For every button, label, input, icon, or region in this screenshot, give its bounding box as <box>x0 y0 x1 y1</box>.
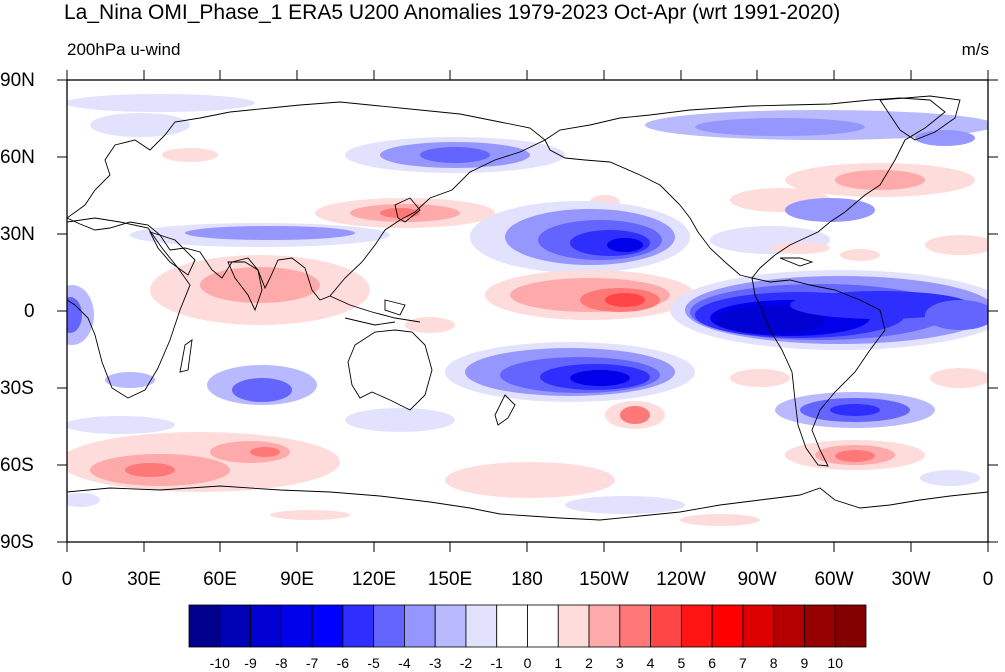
colorbar-label: 0 <box>523 655 532 671</box>
lon-label-120e: 120E <box>351 569 397 590</box>
lon-label-180: 180 <box>511 569 543 590</box>
lon-label-150w: 150W <box>579 569 629 590</box>
colorbar-swatch <box>342 604 375 648</box>
anomaly-field <box>67 80 988 542</box>
lon-label-0: 0 <box>61 569 73 590</box>
lat-label-90s: 90S <box>0 532 34 553</box>
colorbar-swatch <box>588 604 621 648</box>
tick-marks <box>57 70 998 552</box>
lon-label-150e: 150E <box>427 569 473 590</box>
colorbar-label: -8 <box>275 655 288 671</box>
lat-label-60n: 60N <box>0 147 35 168</box>
colorbar-swatch <box>527 604 559 648</box>
units-label: m/s <box>961 40 989 59</box>
colorbar-label: 7 <box>739 655 747 671</box>
colorbar-swatch <box>219 604 251 648</box>
colorbar <box>188 604 867 648</box>
lon-label-90w: 90W <box>737 569 777 590</box>
colorbar-label: 10 <box>827 655 844 671</box>
figure-title: La_Nina OMI_Phase_1 ERA5 U200 Anomalies … <box>64 1 841 24</box>
colorbar-swatch <box>742 604 775 648</box>
colorbar-label: -9 <box>244 655 257 671</box>
lat-label-30n: 30N <box>0 224 35 245</box>
lat-label-90n: 90N <box>0 70 35 91</box>
lat-label-30s: 30S <box>0 378 34 399</box>
colorbar-label: 8 <box>769 655 778 671</box>
lon-label-30e: 30E <box>127 569 161 590</box>
colorbar-label: -1 <box>490 655 503 671</box>
colorbar-swatch <box>250 604 282 648</box>
colorbar-swatch <box>680 604 713 648</box>
lat-label-eq: 0 <box>24 301 35 322</box>
coastlines <box>67 95 988 521</box>
colorbar-label: -7 <box>305 655 319 671</box>
colorbar-label: 4 <box>646 655 655 671</box>
colorbar-swatch <box>557 604 590 648</box>
lon-label-120w: 120W <box>656 569 706 590</box>
lon-label-60e: 60E <box>203 569 237 590</box>
colorbar-label: 2 <box>585 655 593 671</box>
colorbar-swatch <box>834 604 867 648</box>
lon-label-90e: 90E <box>280 569 314 590</box>
colorbar-swatch <box>434 604 467 648</box>
colorbar-swatch <box>188 604 221 648</box>
colorbar-label: -5 <box>367 655 380 671</box>
colorbar-label: 5 <box>677 655 686 671</box>
colorbar-swatch <box>404 604 436 648</box>
colorbar-swatch <box>773 604 805 648</box>
colorbar-swatch <box>465 604 498 648</box>
colorbar-swatch <box>711 604 744 648</box>
colorbar-label: 6 <box>708 655 717 671</box>
lon-label-30w: 30W <box>891 569 931 590</box>
colorbar-swatch <box>804 604 836 648</box>
lon-label-60w: 60W <box>814 569 854 590</box>
colorbar-swatch <box>496 604 528 648</box>
lon-label-0-end: 0 <box>982 569 994 590</box>
colorbar-swatch <box>311 604 344 648</box>
colorbar-swatch <box>650 604 682 648</box>
colorbar-label: -3 <box>428 655 442 671</box>
variable-label: 200hPa u-wind <box>67 40 181 59</box>
colorbar-swatch <box>373 604 405 648</box>
colorbar-label: -10 <box>209 655 230 671</box>
colorbar-label: 3 <box>615 655 624 671</box>
colorbar-label: -6 <box>336 655 350 671</box>
colorbar-label: -2 <box>459 655 473 671</box>
colorbar-swatch <box>619 604 651 648</box>
colorbar-swatch <box>280 604 313 648</box>
colorbar-label: -4 <box>398 655 411 671</box>
lat-label-60s: 60S <box>0 455 34 476</box>
colorbar-label: 1 <box>554 655 563 671</box>
colorbar-label: 9 <box>800 655 809 671</box>
